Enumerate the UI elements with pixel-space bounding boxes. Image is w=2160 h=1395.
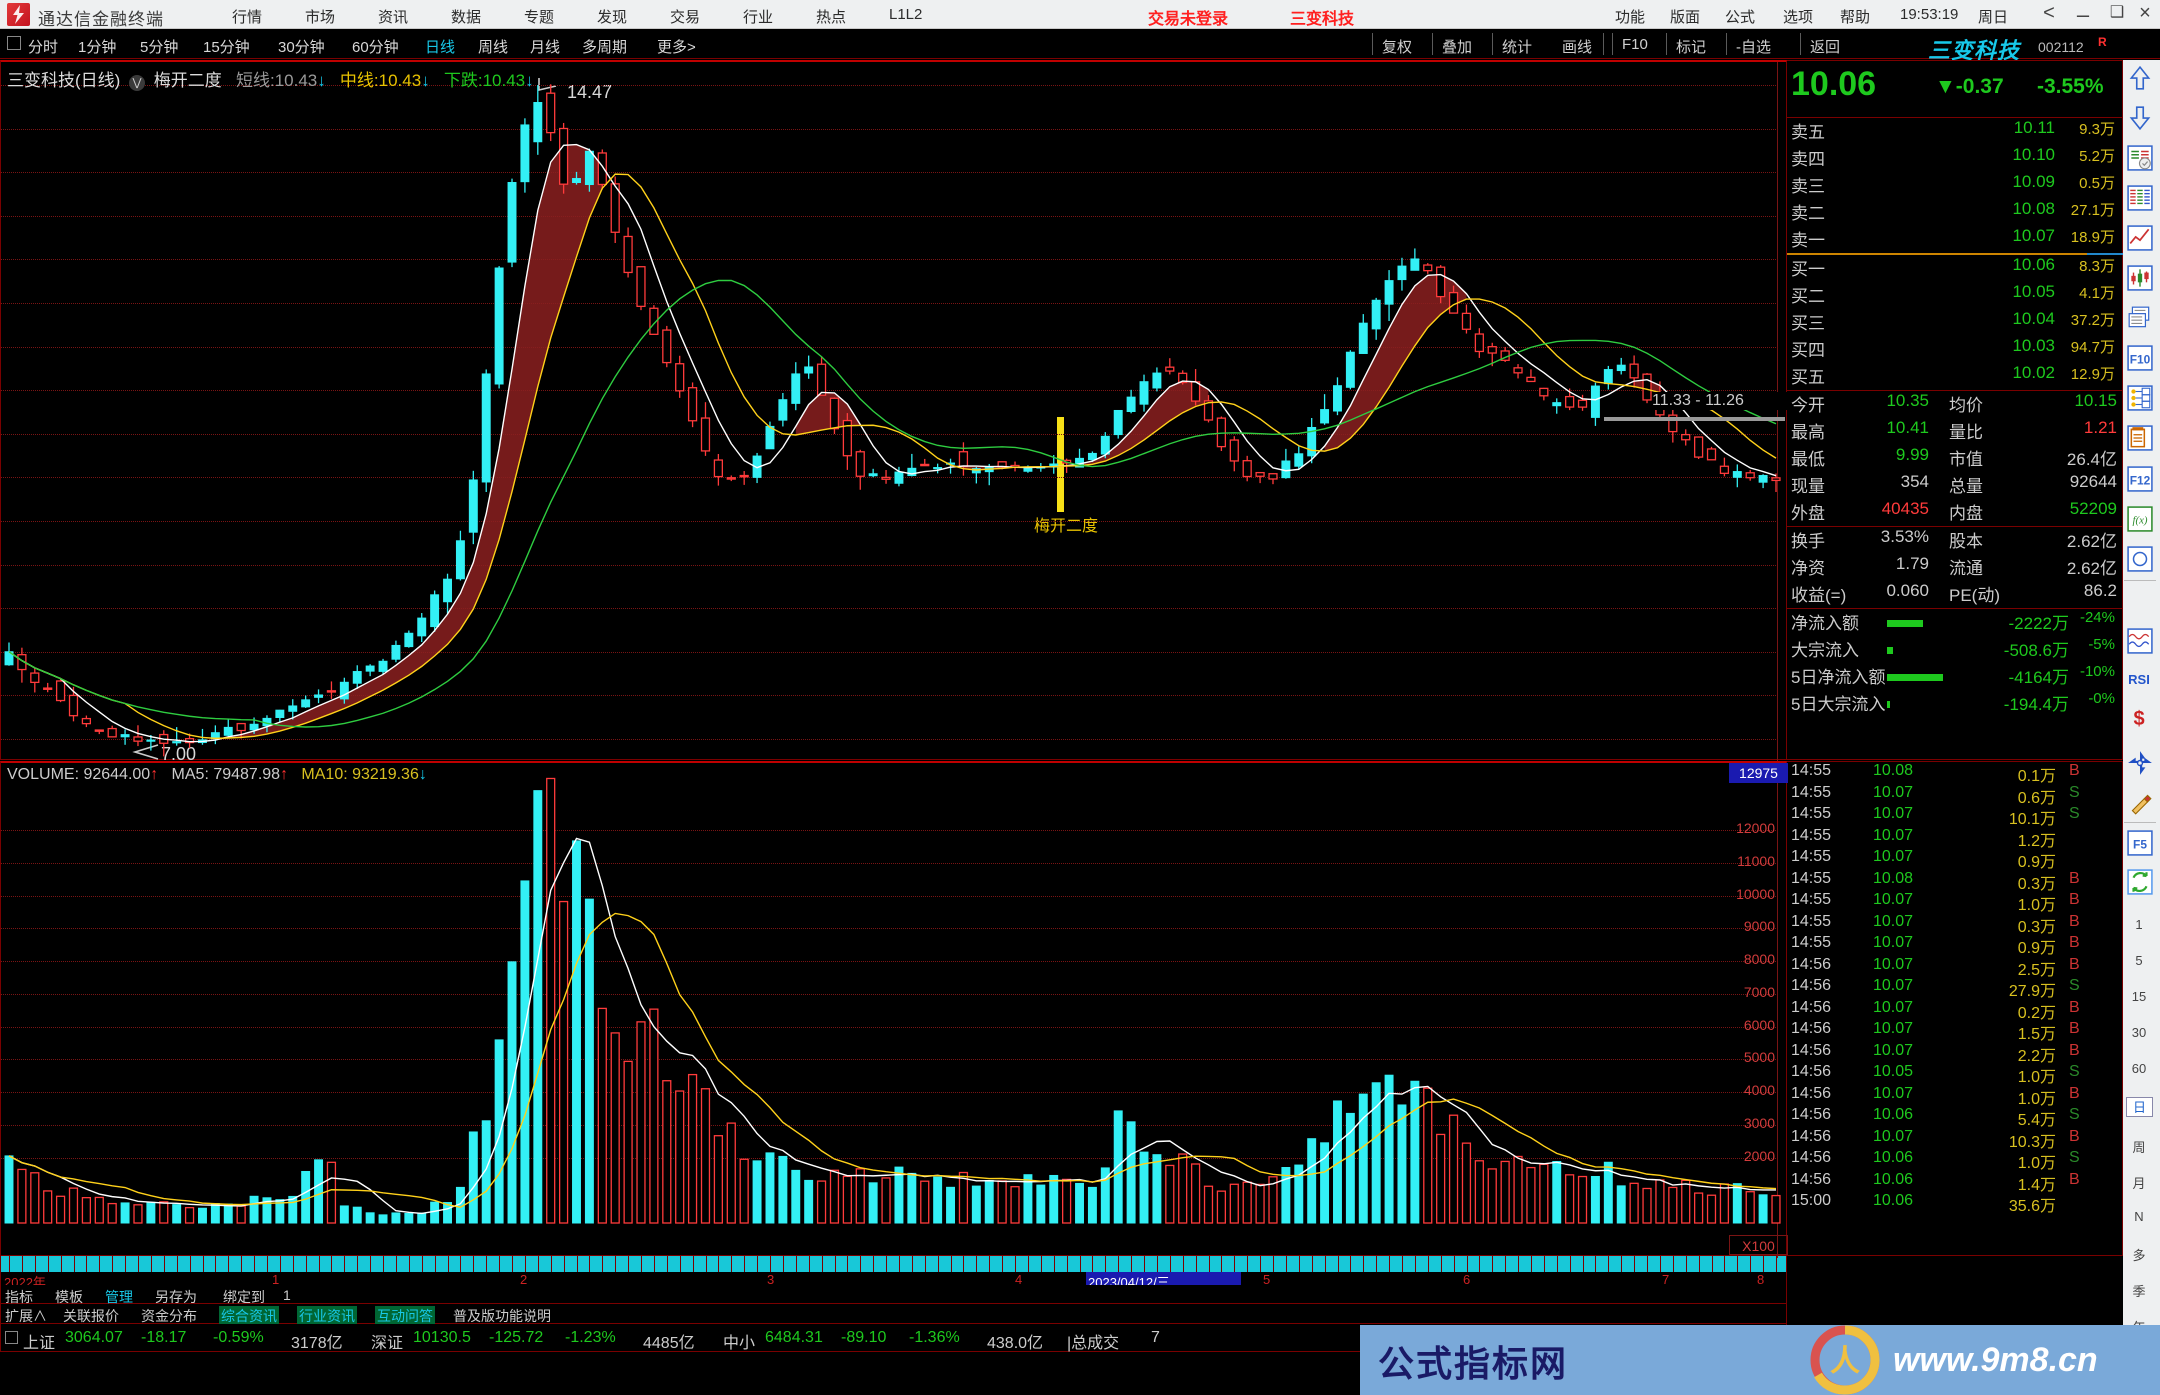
svg-text:人: 人	[1830, 1345, 1860, 1378]
svg-text:F10: F10	[2130, 353, 2151, 367]
svg-text:f(x): f(x)	[2132, 514, 2147, 526]
svg-text:F5: F5	[2133, 838, 2147, 852]
svg-text:F12: F12	[2130, 473, 2151, 487]
